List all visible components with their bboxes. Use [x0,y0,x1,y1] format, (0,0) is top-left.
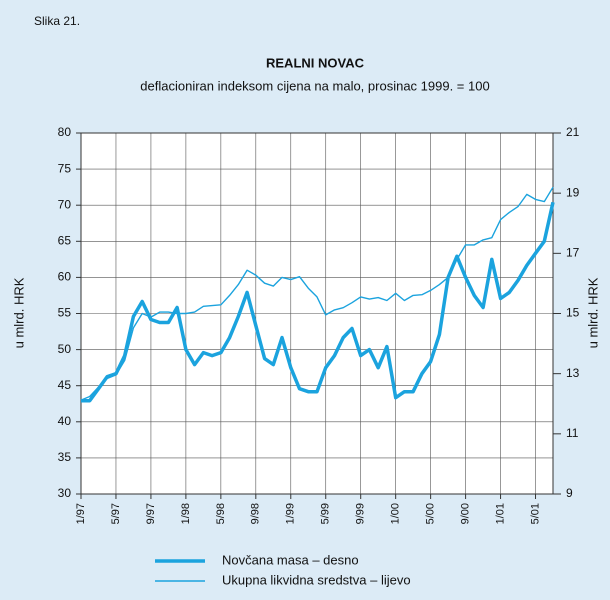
y-tick-label: 60 [58,270,72,284]
x-tick-label: 9/00 [459,503,471,524]
x-tick-label: 9/97 [145,503,157,524]
legend-label: Ukupna likvidna sredstva – lijevo [222,572,411,587]
y-tick-label: 80 [58,125,72,139]
y2-tick-label: 21 [566,125,580,139]
y-tick-label: 35 [58,450,72,464]
x-tick-label: 5/98 [215,503,227,524]
y-tick-label: 45 [58,378,72,392]
series-line [80,186,554,401]
x-tick-label: 5/99 [320,503,332,524]
x-tick-label: 1/01 [494,503,506,524]
figure-label: Slika 21. [34,14,80,28]
y2-tick-label: 15 [566,306,580,320]
y-tick-label: 75 [58,161,72,175]
y-tick-label: 40 [58,414,72,428]
y2-tick-label: 9 [566,486,573,500]
series-line [81,201,555,403]
y-tick-label: 70 [58,197,72,211]
y-tick-label: 30 [58,486,72,500]
y2-axis-label: u mlrd. HRK [585,277,600,348]
legend-label: Novčana masa – desno [222,552,359,567]
y2-tick-label: 17 [566,246,580,260]
x-tick-label: 1/99 [285,503,297,524]
y-tick-label: 65 [58,233,72,247]
y2-tick-label: 11 [566,426,579,440]
x-tick-label: 9/99 [355,503,367,524]
x-tick-label: 5/00 [425,503,437,524]
chart-subtitle: deflacioniran indeksom cijena na malo, p… [140,78,489,93]
x-tick-label: 1/98 [180,503,192,524]
x-tick-label: 5/97 [110,503,122,524]
x-tick-label: 9/98 [250,503,262,524]
y-tick-label: 55 [58,306,72,320]
plot-frame [80,132,554,495]
y2-tick-label: 19 [566,185,580,199]
x-tick-label: 5/01 [529,503,541,524]
y2-tick-label: 13 [566,366,580,380]
chart-title: REALNI NOVAC [266,55,365,70]
y-axis-label: u mlrd. HRK [11,277,26,348]
y-tick-label: 50 [58,342,72,356]
x-tick-label: 1/97 [75,503,87,524]
x-tick-label: 1/00 [390,503,402,524]
